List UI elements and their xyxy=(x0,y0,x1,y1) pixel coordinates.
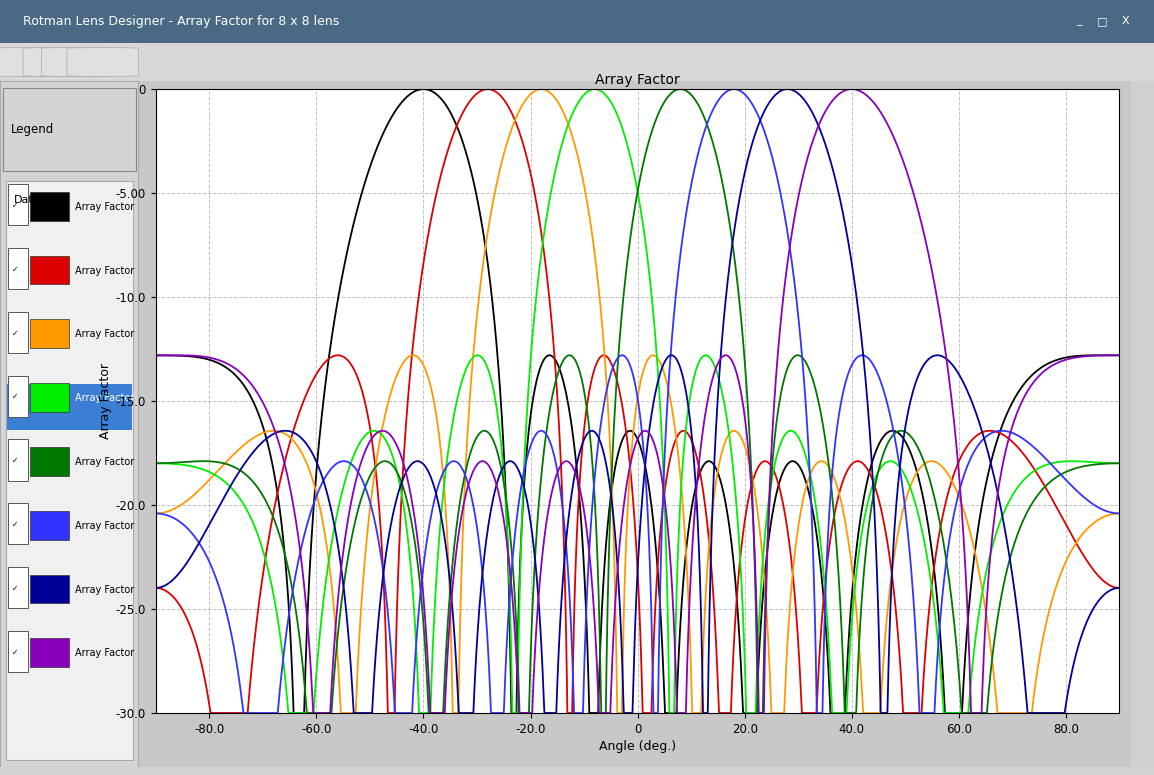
Text: □: □ xyxy=(1096,16,1108,26)
Text: ✓: ✓ xyxy=(12,456,18,465)
FancyBboxPatch shape xyxy=(8,376,28,417)
Text: Array Factor: Array Factor xyxy=(75,329,134,339)
FancyBboxPatch shape xyxy=(30,319,69,348)
Text: Array Factor: Array Factor xyxy=(75,202,134,212)
Title: Array Factor: Array Factor xyxy=(595,73,680,87)
FancyBboxPatch shape xyxy=(8,631,28,672)
FancyBboxPatch shape xyxy=(30,191,69,221)
FancyBboxPatch shape xyxy=(2,88,136,170)
Text: ✓: ✓ xyxy=(12,265,18,274)
Text: Array Factor: Array Factor xyxy=(75,266,134,276)
FancyBboxPatch shape xyxy=(6,181,133,760)
Text: Array Factor: Array Factor xyxy=(75,521,134,531)
Text: ✓: ✓ xyxy=(12,392,18,401)
Text: Array Factor: Array Factor xyxy=(75,584,134,594)
FancyBboxPatch shape xyxy=(30,447,69,476)
Text: Array Factor: Array Factor xyxy=(75,393,134,403)
Text: Data: Data xyxy=(14,195,40,205)
Text: X: X xyxy=(1122,16,1129,26)
FancyBboxPatch shape xyxy=(8,312,28,353)
Text: ✓: ✓ xyxy=(12,329,18,338)
FancyBboxPatch shape xyxy=(67,48,138,76)
FancyBboxPatch shape xyxy=(8,503,28,544)
FancyBboxPatch shape xyxy=(8,248,28,289)
Text: Rotman Lens Designer - Array Factor for 8 x 8 lens: Rotman Lens Designer - Array Factor for … xyxy=(23,15,339,28)
Text: _: _ xyxy=(1077,16,1081,26)
FancyBboxPatch shape xyxy=(30,383,69,412)
FancyBboxPatch shape xyxy=(30,574,69,603)
FancyBboxPatch shape xyxy=(7,384,132,430)
Text: Array Factor: Array Factor xyxy=(75,649,134,659)
FancyBboxPatch shape xyxy=(42,48,113,76)
FancyBboxPatch shape xyxy=(8,184,28,226)
Text: ✓: ✓ xyxy=(12,648,18,656)
FancyBboxPatch shape xyxy=(8,439,28,480)
FancyBboxPatch shape xyxy=(8,567,28,608)
Y-axis label: Array Factor: Array Factor xyxy=(98,363,112,439)
Text: ✓: ✓ xyxy=(12,201,18,210)
Text: Array Factor: Array Factor xyxy=(75,457,134,467)
FancyBboxPatch shape xyxy=(30,511,69,539)
Text: ✓: ✓ xyxy=(12,520,18,529)
Text: ✓: ✓ xyxy=(12,584,18,593)
X-axis label: Angle (deg.): Angle (deg.) xyxy=(599,740,676,753)
Text: Legend: Legend xyxy=(12,123,54,136)
FancyBboxPatch shape xyxy=(0,48,60,76)
FancyBboxPatch shape xyxy=(30,256,69,284)
FancyBboxPatch shape xyxy=(23,48,95,76)
FancyBboxPatch shape xyxy=(30,639,69,667)
